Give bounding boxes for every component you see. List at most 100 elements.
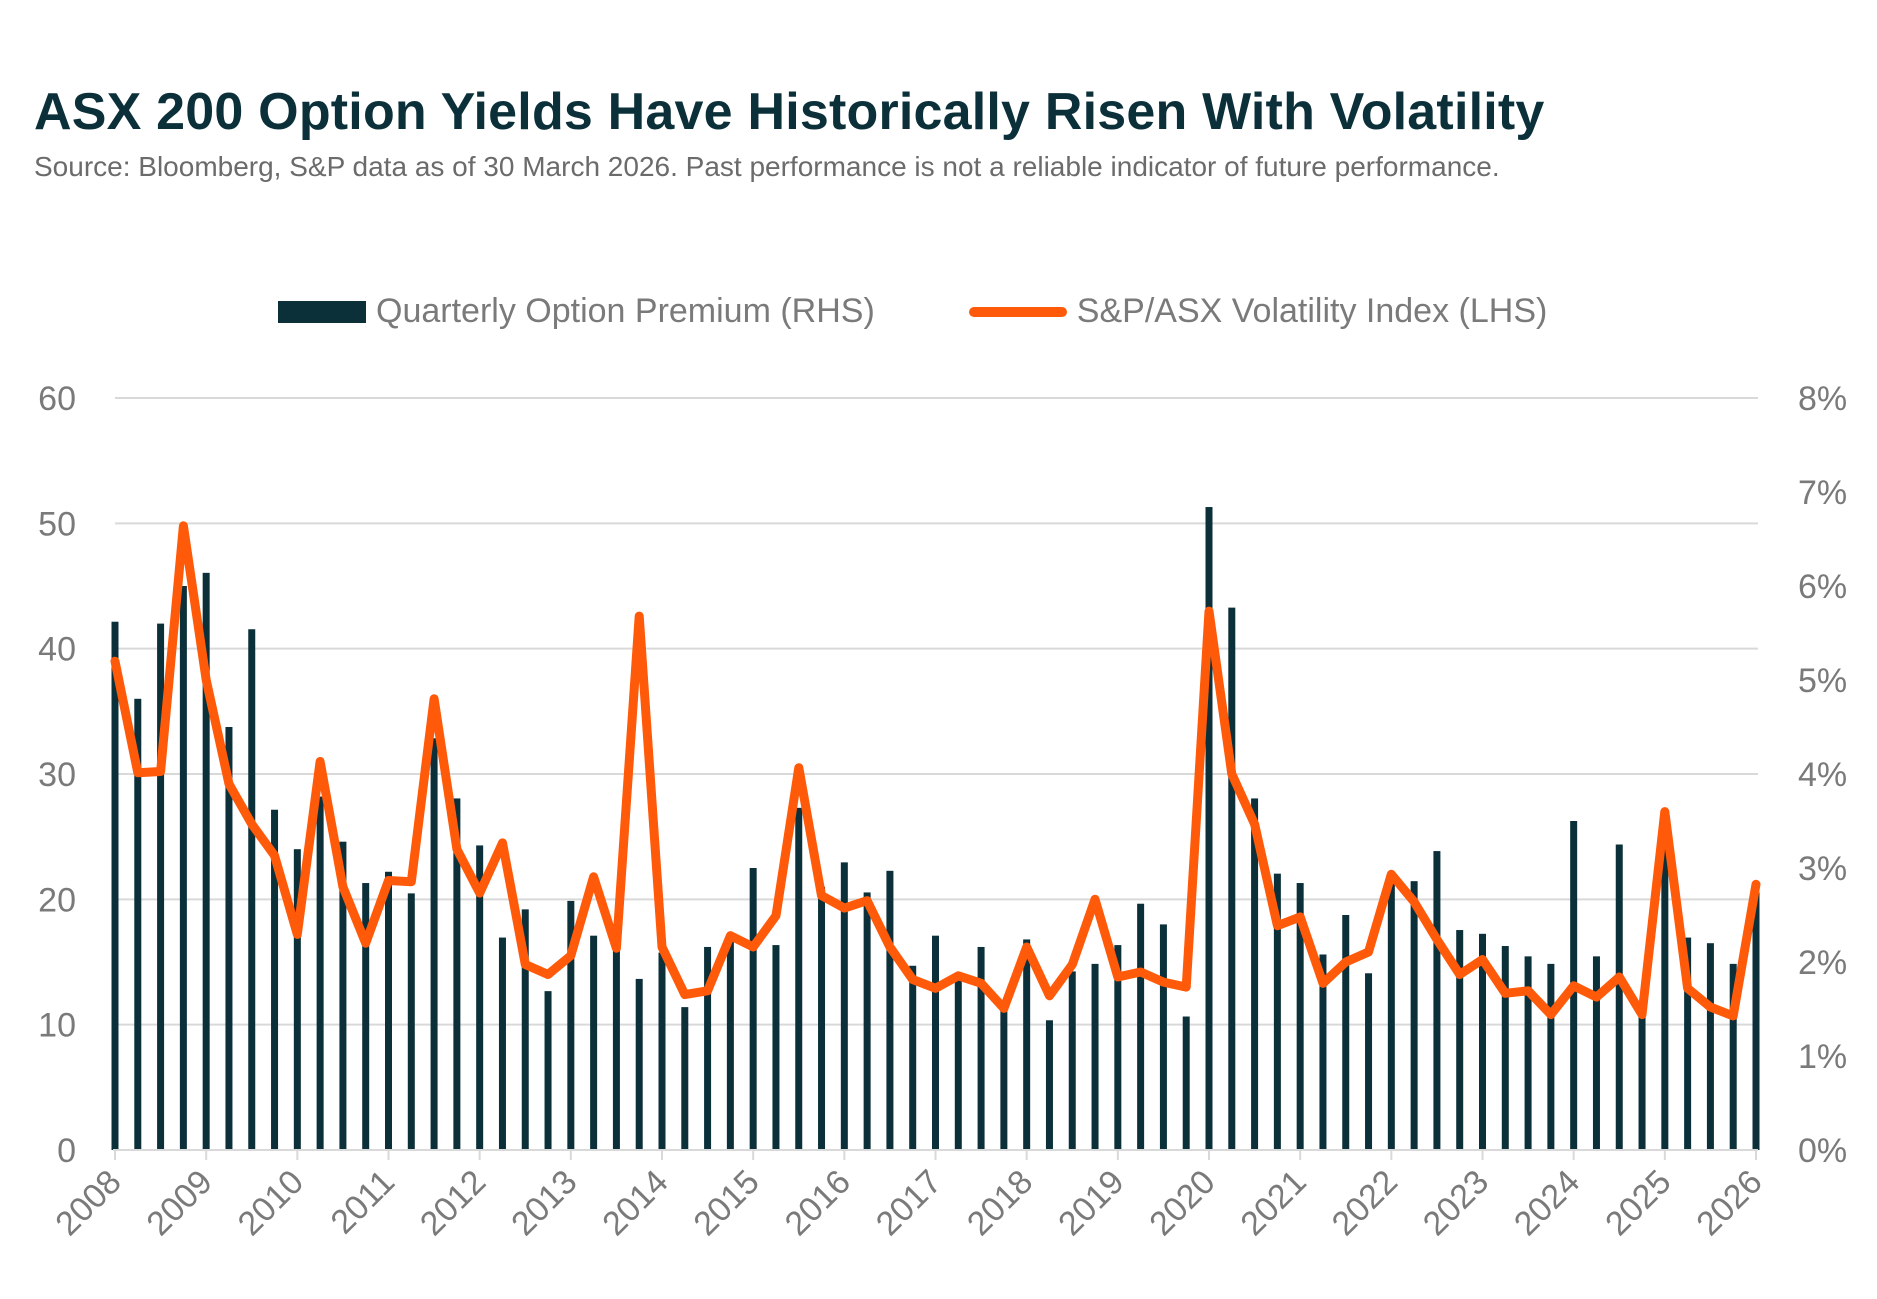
bar [362,883,370,1150]
line-point [251,823,253,825]
x-axis-tick-label: 2020 [1142,1163,1222,1243]
x-axis-tick-label: 2019 [1051,1163,1131,1243]
bar [1729,963,1737,1150]
bar [772,945,780,1150]
line-point [957,975,959,977]
bar [1273,873,1281,1150]
bar [1045,1020,1053,1150]
line-point [1003,1007,1005,1009]
bar [1592,956,1600,1150]
x-axis-tick-label: 2025 [1598,1163,1678,1243]
x-axis-tick-label: 2016 [778,1163,858,1243]
x-axis-tick-label: 2008 [48,1163,128,1243]
bar [1706,943,1714,1150]
left-axis-tick-label: 50 [38,505,76,543]
bar [886,870,894,1150]
bar [1296,883,1304,1150]
line-point [1687,987,1689,989]
line-point [501,842,503,844]
bar [1114,945,1122,1150]
bar [544,991,552,1150]
bar [1023,939,1031,1150]
legend-item-option-premium: Quarterly Option Premium (RHS) [278,292,875,331]
line-point [1664,811,1666,813]
line-point [1208,610,1210,612]
chart-legend: Quarterly Option Premium (RHS) S&P/ASX V… [278,292,1547,331]
bar [225,727,233,1150]
x-axis-tick-label: 2009 [139,1163,219,1243]
line-point [456,848,458,850]
left-axis-tick-label: 60 [38,380,76,418]
bar [1410,881,1418,1150]
bar [1615,844,1623,1150]
x-axis-tick-label: 2024 [1507,1163,1587,1243]
line-series [110,521,1761,1021]
bar [1000,1009,1008,1150]
bar [909,965,917,1150]
bar [726,939,734,1150]
line-point [798,767,800,769]
line-point [296,933,298,935]
line-point [205,679,207,681]
left-axis-tick-label: 30 [38,756,76,794]
line-point [1162,981,1164,983]
line-point [1048,995,1050,997]
bar [202,572,210,1150]
line-point [1413,901,1415,903]
bar [863,892,871,1150]
right-axis-ticks: 0% 1% 2% 3% 4% 5% 6% 7% 8% [1798,380,1847,1170]
line-point [1709,1006,1711,1008]
bar [1387,879,1395,1150]
line-point [433,698,435,700]
bar [704,946,712,1150]
bar [818,886,826,1150]
right-axis-tick-label: 7% [1798,474,1847,512]
bar [430,738,438,1150]
bar [179,586,187,1150]
x-axis-tick-label: 2022 [1325,1163,1405,1243]
bar [1068,971,1076,1150]
right-axis-tick-label: 1% [1798,1038,1847,1076]
right-axis-tick-label: 0% [1798,1132,1847,1170]
legend-label-option-premium: Quarterly Option Premium (RHS) [376,292,875,330]
line-point [388,880,389,882]
bar [1319,954,1327,1150]
bar [658,952,666,1150]
x-axis-tick-label: 2023 [1416,1163,1496,1243]
bar [111,621,119,1150]
line-point [1231,773,1233,775]
legend-label-volatility-index: S&P/ASX Volatility Index (LHS) [1076,292,1548,330]
x-axis-tick-label: 2018 [960,1163,1040,1243]
bar [795,807,803,1150]
line-point [114,660,116,662]
bar [590,935,598,1150]
line-point [547,974,549,976]
line-point [1390,873,1392,875]
line-point [1595,996,1597,998]
bar [293,849,301,1150]
line-point [729,935,731,937]
line-point [524,964,526,966]
line-point [1322,982,1324,984]
line-point [638,615,640,617]
line-point [570,955,572,957]
right-axis-tick-label: 2% [1798,944,1847,982]
line-point [912,979,914,981]
line-point [1026,946,1028,948]
bar [521,909,529,1150]
left-axis-ticks: 0 10 20 30 40 50 60 [38,380,76,1170]
x-axis-tick-label: 2012 [413,1163,493,1243]
bar [749,868,757,1150]
chart-title: ASX 200 Option Yields Have Historically … [34,83,1545,141]
line-point [775,915,777,917]
line-point [1459,974,1461,976]
line-point [1276,925,1278,927]
line-point [160,770,162,772]
bar [1501,946,1509,1150]
bar [1365,973,1373,1150]
line-point [1732,1015,1734,1017]
line-point [342,886,344,888]
line-point [1641,1014,1643,1016]
bar [271,809,279,1150]
bar [1684,937,1692,1150]
